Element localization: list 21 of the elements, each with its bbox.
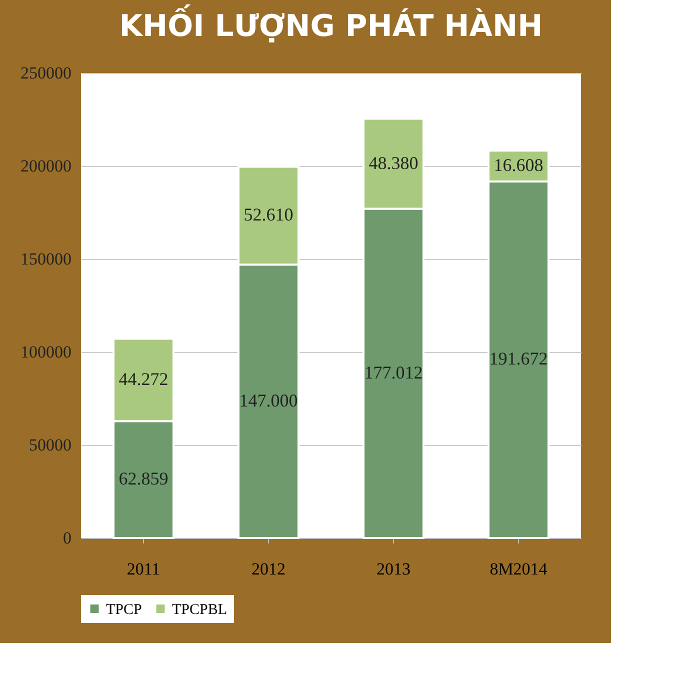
y-tick-label: 100000	[20, 342, 72, 362]
x-tick-label: 2012	[252, 560, 286, 578]
data-label: 44.272	[118, 368, 168, 389]
y-tick-label: 150000	[20, 250, 72, 268]
y-tick-label: 200000	[20, 156, 72, 176]
chart-title: KHỐI LƯỢNG PHÁT HÀNH	[119, 4, 543, 44]
y-tick-label: 50000	[29, 436, 72, 454]
x-tick-label: 2013	[376, 560, 410, 578]
data-label: 48.380	[368, 152, 418, 173]
data-label: 52.610	[244, 204, 294, 225]
x-tick-label: 2011	[126, 560, 160, 578]
x-tick-label: 8M2014	[490, 560, 548, 578]
y-tick-label: 0	[63, 528, 72, 548]
data-label: 16.608	[494, 155, 544, 176]
data-label: 177.012	[364, 362, 423, 382]
y-tick-label: 250000	[20, 64, 72, 82]
legend-label: TPCP	[106, 602, 142, 618]
data-label: 147.000	[239, 390, 298, 410]
data-label: 191.672	[489, 348, 548, 369]
legend-label: TPCPBL	[172, 602, 228, 618]
data-label: 62.859	[118, 468, 168, 489]
